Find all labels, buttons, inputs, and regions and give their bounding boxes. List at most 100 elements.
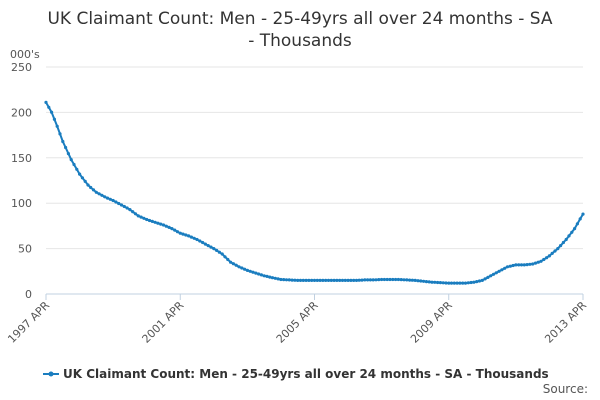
data-point[interactable] bbox=[128, 208, 132, 212]
data-point[interactable] bbox=[517, 263, 521, 267]
data-point[interactable] bbox=[352, 278, 356, 282]
data-point[interactable] bbox=[374, 278, 378, 282]
data-point[interactable] bbox=[55, 124, 59, 128]
data-point[interactable] bbox=[147, 218, 152, 223]
data-point[interactable] bbox=[136, 214, 140, 218]
data-point[interactable] bbox=[561, 240, 566, 245]
data-point[interactable] bbox=[259, 273, 263, 277]
data-point[interactable] bbox=[545, 256, 549, 260]
data-point[interactable] bbox=[237, 265, 241, 269]
data-point[interactable] bbox=[528, 262, 532, 266]
data-point[interactable] bbox=[542, 257, 546, 262]
data-point[interactable] bbox=[377, 278, 381, 282]
data-point[interactable] bbox=[427, 280, 431, 284]
data-point[interactable] bbox=[156, 221, 160, 225]
data-point[interactable] bbox=[61, 139, 65, 144]
data-point[interactable] bbox=[573, 227, 577, 231]
data-point[interactable] bbox=[366, 278, 370, 282]
data-point[interactable] bbox=[122, 204, 126, 209]
data-point[interactable] bbox=[119, 203, 124, 207]
data-point[interactable] bbox=[315, 278, 319, 282]
data-point[interactable] bbox=[458, 281, 462, 285]
data-point[interactable] bbox=[475, 280, 479, 284]
data-point[interactable] bbox=[220, 252, 224, 256]
data-point[interactable] bbox=[310, 278, 314, 282]
data-point[interactable] bbox=[533, 261, 538, 265]
data-point[interactable] bbox=[402, 278, 406, 282]
data-point[interactable] bbox=[312, 278, 317, 282]
data-point[interactable] bbox=[550, 251, 554, 255]
data-point[interactable] bbox=[354, 278, 359, 282]
data-point[interactable] bbox=[447, 281, 451, 285]
data-point[interactable] bbox=[131, 210, 135, 214]
data-point[interactable] bbox=[539, 259, 543, 263]
data-point[interactable] bbox=[511, 263, 515, 268]
data-point[interactable] bbox=[69, 158, 73, 162]
data-point[interactable] bbox=[430, 280, 434, 284]
data-point[interactable] bbox=[83, 179, 87, 183]
data-point[interactable] bbox=[519, 263, 524, 267]
data-point[interactable] bbox=[64, 145, 68, 150]
data-point[interactable] bbox=[438, 281, 442, 285]
data-point[interactable] bbox=[145, 217, 149, 222]
data-point[interactable] bbox=[391, 277, 395, 282]
data-point[interactable] bbox=[477, 279, 482, 283]
data-point[interactable] bbox=[416, 279, 420, 283]
data-point[interactable] bbox=[335, 278, 339, 282]
legend[interactable]: UK Claimant Count: Men - 25-49yrs all ov… bbox=[43, 367, 549, 381]
data-point[interactable] bbox=[282, 278, 286, 282]
data-point[interactable] bbox=[489, 274, 493, 278]
data-point[interactable] bbox=[195, 237, 199, 242]
data-point[interactable] bbox=[514, 263, 518, 267]
data-point[interactable] bbox=[396, 277, 400, 282]
data-point[interactable] bbox=[371, 278, 375, 282]
data-point[interactable] bbox=[100, 193, 104, 197]
data-point[interactable] bbox=[251, 270, 255, 274]
data-point[interactable] bbox=[142, 216, 146, 220]
data-point[interactable] bbox=[217, 250, 221, 254]
data-point[interactable] bbox=[413, 278, 417, 282]
data-point[interactable] bbox=[433, 280, 437, 284]
data-point[interactable] bbox=[408, 278, 412, 282]
data-point[interactable] bbox=[441, 281, 445, 285]
data-point[interactable] bbox=[262, 274, 266, 278]
data-point[interactable] bbox=[94, 190, 98, 194]
data-point[interactable] bbox=[273, 276, 277, 280]
data-point[interactable] bbox=[503, 266, 507, 270]
data-point[interactable] bbox=[89, 185, 93, 190]
data-point[interactable] bbox=[161, 223, 166, 227]
data-point[interactable] bbox=[212, 247, 216, 251]
data-point[interactable] bbox=[357, 278, 361, 282]
data-point[interactable] bbox=[321, 278, 325, 282]
data-point[interactable] bbox=[248, 269, 252, 273]
data-point[interactable] bbox=[304, 278, 308, 282]
data-point[interactable] bbox=[187, 234, 191, 238]
data-point[interactable] bbox=[245, 268, 249, 272]
data-point[interactable] bbox=[290, 278, 294, 282]
data-point[interactable] bbox=[497, 269, 501, 273]
data-point[interactable] bbox=[215, 248, 219, 252]
data-point[interactable] bbox=[368, 278, 372, 282]
data-point[interactable] bbox=[559, 244, 563, 248]
data-point[interactable] bbox=[66, 152, 70, 156]
data-point[interactable] bbox=[500, 268, 504, 272]
data-point[interactable] bbox=[234, 263, 238, 267]
data-point[interactable] bbox=[50, 110, 54, 114]
data-point[interactable] bbox=[296, 278, 300, 282]
data-point[interactable] bbox=[173, 228, 177, 232]
data-point[interactable] bbox=[47, 105, 51, 109]
data-point[interactable] bbox=[363, 278, 367, 282]
data-point[interactable] bbox=[461, 281, 465, 285]
data-point[interactable] bbox=[581, 212, 585, 216]
data-point[interactable] bbox=[338, 278, 342, 282]
data-point[interactable] bbox=[293, 278, 297, 282]
data-point[interactable] bbox=[254, 271, 258, 275]
data-point[interactable] bbox=[52, 117, 57, 121]
data-point[interactable] bbox=[181, 232, 185, 236]
data-point[interactable] bbox=[44, 100, 48, 104]
data-point[interactable] bbox=[388, 277, 392, 282]
data-point[interactable] bbox=[326, 278, 331, 282]
data-point[interactable] bbox=[86, 183, 90, 187]
data-point[interactable] bbox=[206, 244, 210, 248]
data-point[interactable] bbox=[78, 172, 82, 176]
